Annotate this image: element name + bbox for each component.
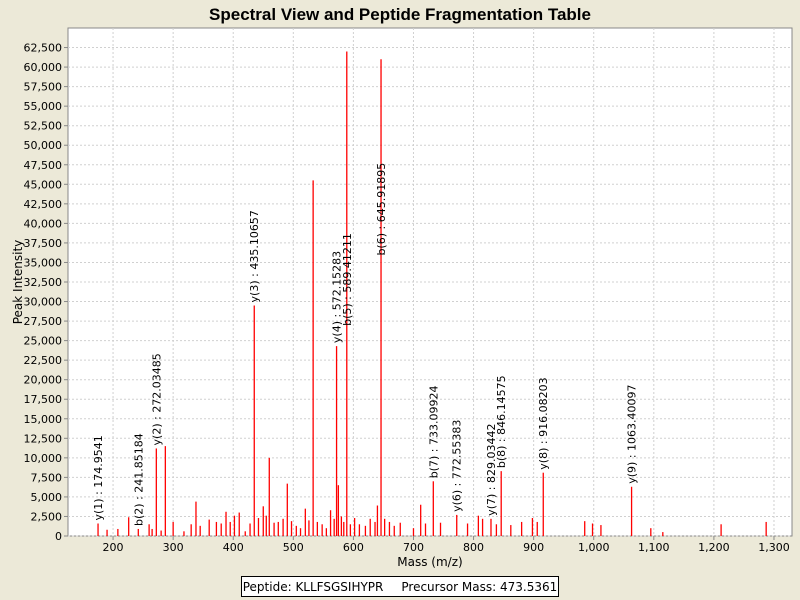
y-tick-label: 52,500 [24,120,63,133]
y-tick-label: 45,000 [24,178,63,191]
y-tick-label: 25,000 [24,335,63,348]
y-tick-label: 42,500 [24,198,63,211]
peak-bars [97,51,767,536]
y-tick-label: 37,500 [24,237,63,250]
peak-annotation: b(5) : 589.41211 [341,233,354,326]
precursor-mass-label: Precursor Mass: 473.5361 [401,579,558,594]
y-tick-label: 55,000 [24,100,63,113]
y-tick-label: 57,500 [24,81,63,94]
peak-annotation: y(6) : 772.55383 [451,420,464,512]
y-tick-label: 22,500 [24,354,63,367]
peptide-info-box: Peptide: KLLFSGSIHYPR Precursor Mass: 47… [241,576,559,597]
chart-title: Spectral View and Peptide Fragmentation … [209,5,591,24]
x-tick-label: 400 [223,541,244,554]
x-tick-label: 300 [163,541,184,554]
y-tick-label: 50,000 [24,139,63,152]
peak-annotation: y(2) : 272.03485 [150,353,163,445]
y-tick-label: 2,500 [31,510,63,523]
x-axis-label: Mass (m/z) [397,555,462,569]
y-tick-label: 15,000 [24,413,63,426]
peptide-label: Peptide: KLLFSGSIHYPR [242,579,384,594]
y-axis-ticks: 0 2,500 5,000 7,500 10,000 12,500 15,000 17,500… [24,42,68,543]
y-tick-label: 17,500 [24,393,63,406]
peak-annotation: y(8) : 916.08203 [537,377,550,469]
y-tick-label: 20,000 [24,374,63,387]
y-tick-label: 0 [55,530,62,543]
x-tick-label: 500 [283,541,304,554]
y-tick-label: 40,000 [24,217,63,230]
peak-annotation: b(2) : 241.85184 [132,433,145,526]
peak-annotation: y(9) : 1063.40097 [626,384,639,483]
x-tick-label: 200 [103,541,124,554]
peak-annotation: b(7) : 733.09924 [427,386,440,479]
peak-annotation: y(3) : 435.10657 [248,210,261,302]
x-tick-label: 600 [343,541,364,554]
peak-annotation: y(4) : 572.15283 [331,251,344,343]
x-tick-label: 900 [523,541,544,554]
y-tick-label: 35,000 [24,256,63,269]
x-tick-label: 800 [463,541,484,554]
peak-annotations: y(1) : 174.9541 b(2) : 241.85184 y(2) : 27… [92,163,639,526]
x-tick-label: 1,000 [578,541,610,554]
y-tick-label: 12,500 [24,432,63,445]
y-tick-label: 32,500 [24,276,63,289]
y-tick-label: 5,000 [31,491,63,504]
x-tick-label: 1,200 [698,541,730,554]
peak-annotation: b(6) : 645.91895 [375,163,388,256]
y-tick-label: 10,000 [24,452,63,465]
peak-annotation: b(8) : 846.14575 [495,375,508,468]
x-tick-label: 700 [403,541,424,554]
x-tick-label: 1,300 [758,541,790,554]
y-tick-label: 60,000 [24,61,63,74]
y-tick-label: 62,500 [24,42,63,55]
y-tick-label: 7,500 [31,471,63,484]
y-tick-label: 30,000 [24,296,63,309]
peak-annotation: y(1) : 174.9541 [92,435,105,520]
gridlines [68,28,792,537]
y-axis-label: Peak Intensity [11,240,25,325]
x-tick-label: 1,100 [638,541,670,554]
x-axis-ticks: 200 300 400 500 600 700 800 900 1,000 1,100 1,200 1… [103,536,790,554]
y-tick-label: 27,500 [24,315,63,328]
y-tick-label: 47,500 [24,159,63,172]
peak-annotation: y(7) : 829.03442 [485,424,498,516]
